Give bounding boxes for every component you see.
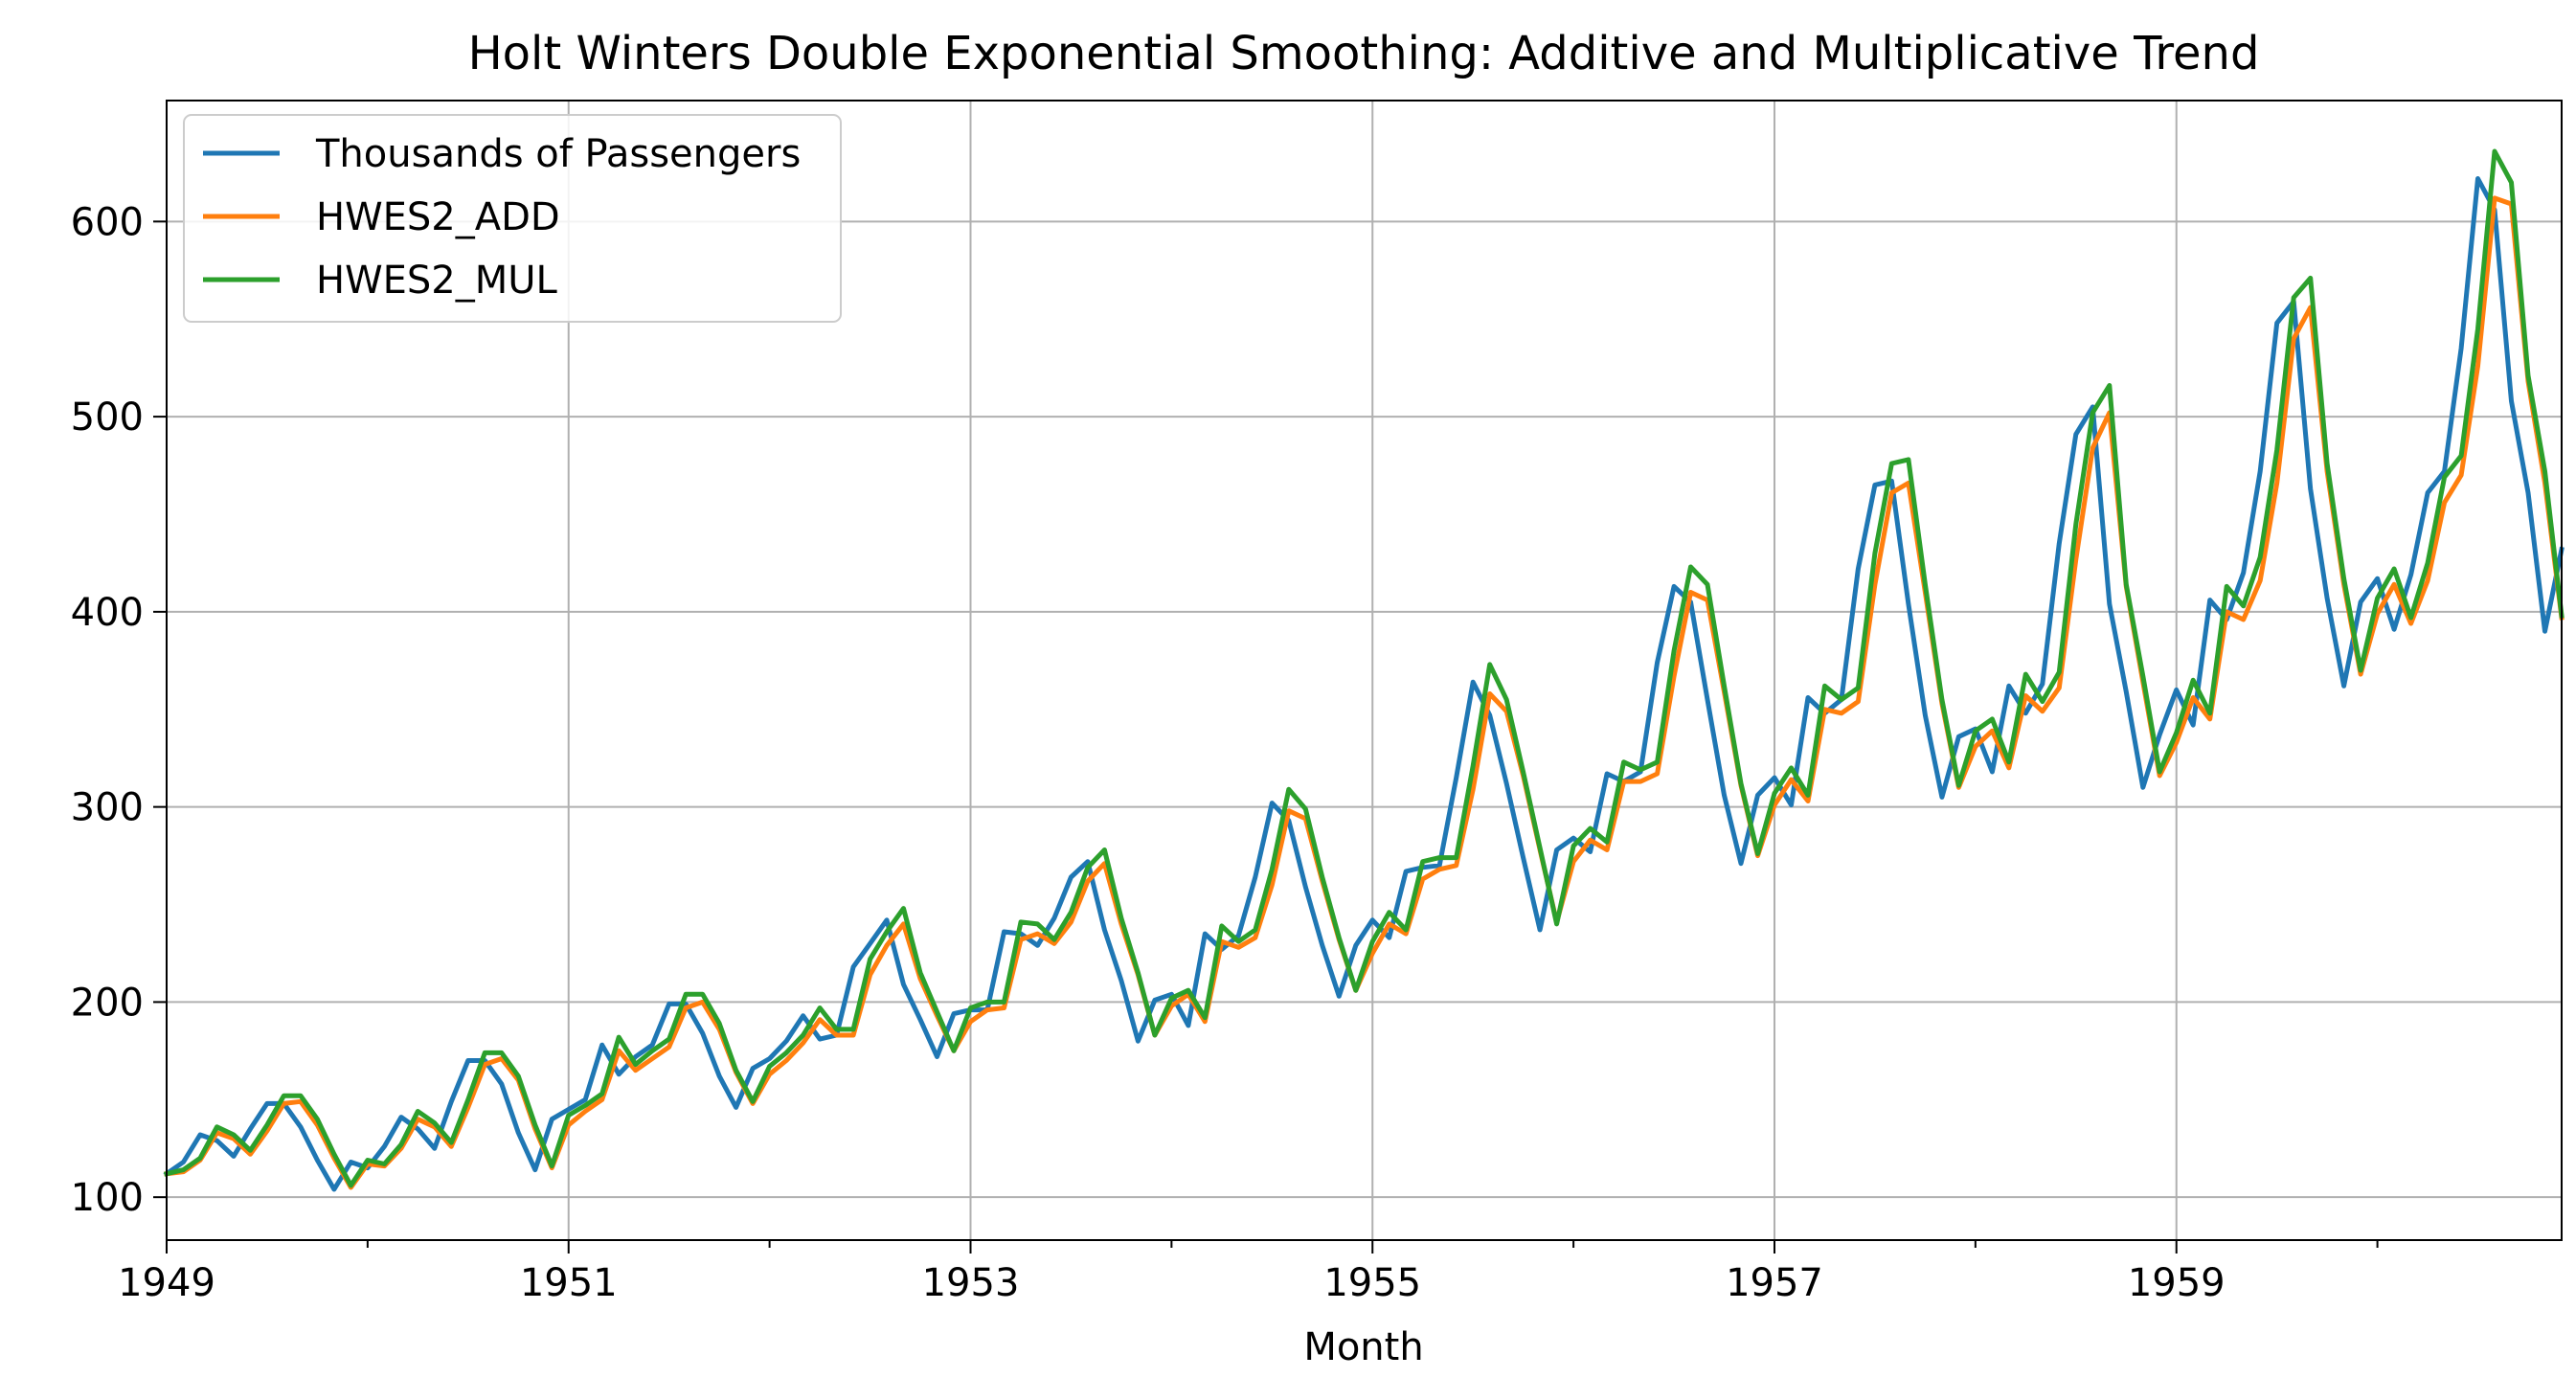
x-tick-label: 1959 xyxy=(2128,1261,2226,1305)
legend: Thousands of Passengers HWES2_ADD HWES2_MU… xyxy=(183,114,842,323)
series-line-3 xyxy=(163,148,2565,1188)
plot-frame xyxy=(166,100,2563,1241)
series-line-1 xyxy=(163,176,2565,1192)
x-tick-label: 1953 xyxy=(922,1261,1020,1305)
y-tick-label: 400 xyxy=(71,591,144,635)
y-tick-label: 300 xyxy=(71,786,144,830)
x-axis-label: Month xyxy=(1303,1325,1423,1369)
legend-label: HWES2_ADD xyxy=(316,195,560,239)
x-tick-label: 1957 xyxy=(1726,1261,1823,1305)
chart-title: Holt Winters Double Exponential Smoothin… xyxy=(468,27,2260,80)
legend-label: Thousands of Passengers xyxy=(315,132,801,176)
series-lines xyxy=(163,148,2565,1192)
legend-label: HWES2_MUL xyxy=(316,259,558,303)
y-tick-label: 500 xyxy=(71,395,144,440)
legend-box xyxy=(183,114,842,323)
x-tick-label: 1949 xyxy=(118,1261,215,1305)
x-tick-label: 1955 xyxy=(1323,1261,1421,1305)
grid xyxy=(166,101,2562,1240)
x-tick-label: 1951 xyxy=(520,1261,618,1305)
y-tick-label: 600 xyxy=(71,200,144,244)
y-axis: 100 200 300 400 500 600 xyxy=(71,200,167,1220)
y-tick-label: 200 xyxy=(71,981,144,1025)
y-tick-label: 100 xyxy=(71,1176,144,1220)
x-axis: 1949 1951 1953 1955 1957 1959 xyxy=(118,1240,2379,1305)
